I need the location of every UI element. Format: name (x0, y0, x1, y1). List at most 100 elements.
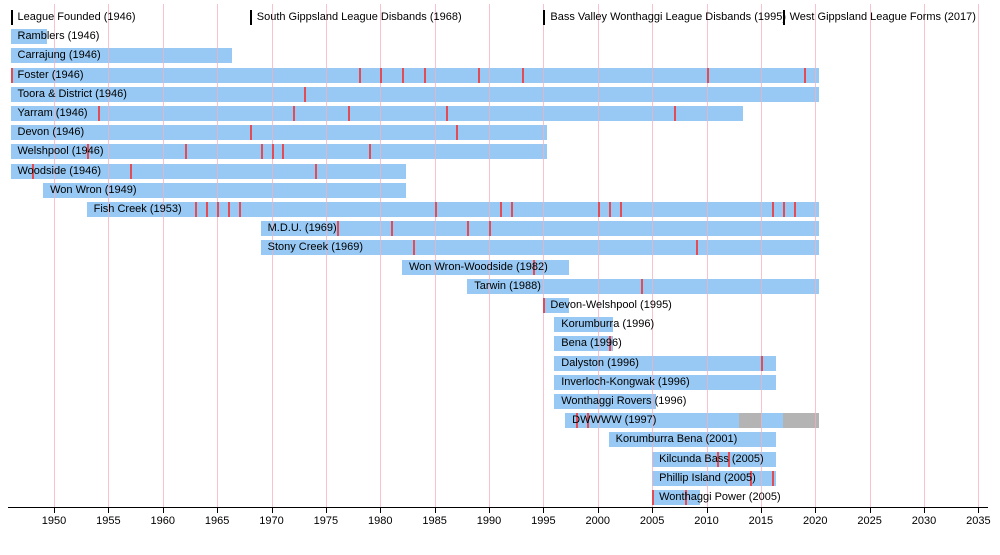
club-bar (10, 29, 48, 45)
premiership-tick (423, 67, 426, 83)
premiership-tick (750, 470, 752, 486)
x-axis-tick (108, 508, 110, 513)
x-axis-tick-label: 2005 (639, 515, 665, 527)
x-axis-tick (380, 508, 382, 513)
premiership-tick (434, 202, 437, 217)
premiership-tick (130, 163, 133, 179)
club-bar (260, 240, 820, 256)
club-label: Yarram (1946) (17, 107, 88, 119)
club-label: Korumburra Bena (2001) (615, 433, 738, 446)
gridline-1990 (489, 4, 490, 507)
gridline-1980 (380, 4, 382, 507)
premiership-tick (478, 67, 481, 83)
club-label: M.D.U. (1969) (267, 222, 337, 235)
premiership-tick (793, 202, 796, 217)
club-bar-recess-segment (782, 413, 820, 429)
club-label: Stony Creek (1969) (267, 241, 364, 254)
x-axis-tick (652, 508, 654, 513)
club-label: Tarwin (1988) (474, 279, 541, 292)
x-axis-tick (815, 508, 817, 513)
x-axis-tick (325, 508, 327, 513)
premiership-tick (608, 336, 611, 352)
x-axis-tick (271, 508, 273, 513)
gridline-2000 (597, 4, 599, 507)
x-axis-tick (597, 508, 599, 513)
premiership-tick (10, 67, 13, 83)
gridline-2015 (760, 4, 762, 507)
club-bar (652, 451, 776, 467)
premiership-tick (315, 163, 317, 179)
club-bar (652, 490, 700, 505)
club-bar (43, 182, 406, 198)
x-axis-tick-label: 1990 (476, 515, 502, 527)
premiership-tick (347, 106, 350, 121)
x-axis-tick (162, 508, 164, 513)
premiership-tick (97, 106, 100, 121)
premiership-tick (445, 106, 448, 121)
premiership-tick (652, 490, 655, 505)
premiership-tick (206, 202, 209, 217)
x-axis-tick-label: 1960 (150, 515, 175, 527)
milestone-label: League Founded (1946) (17, 11, 136, 23)
club-label: Toora & District (1946) (17, 87, 127, 100)
x-axis-tick (489, 508, 490, 513)
gridline-2020 (815, 4, 817, 507)
gridline-1995 (543, 4, 545, 507)
premiership-tick (195, 202, 198, 217)
premiership-tick (717, 451, 720, 467)
x-axis-tick-label: 2030 (911, 515, 937, 527)
premiership-tick (771, 470, 774, 486)
premiership-tick (510, 202, 513, 217)
gridline-1960 (162, 4, 164, 507)
club-bar (10, 106, 744, 121)
premiership-tick (608, 202, 611, 217)
x-axis-tick (924, 508, 925, 513)
x-axis-tick (217, 508, 219, 513)
premiership-tick (184, 144, 187, 160)
premiership-tick (728, 451, 731, 467)
club-bar-recess-segment (739, 413, 761, 429)
premiership-tick (684, 490, 687, 505)
club-bar (10, 125, 548, 141)
x-axis-tick (869, 508, 871, 513)
club-label: Won Wron (1949) (50, 183, 137, 196)
premiership-tick (380, 67, 383, 83)
premiership-tick (532, 259, 535, 275)
club-bar (10, 144, 548, 160)
milestone-marker (249, 10, 252, 25)
gridline-2005 (652, 4, 654, 507)
club-label: Woodside (1946) (17, 164, 102, 177)
club-bar (402, 259, 570, 275)
club-label: Welshpool (1946) (17, 145, 104, 158)
premiership-tick (673, 106, 676, 121)
gridline-2025 (869, 4, 871, 507)
x-axis-tick-label: 1995 (531, 515, 556, 527)
gridline-1970 (271, 4, 273, 507)
gridline-2030 (924, 4, 925, 507)
premiership-tick (499, 202, 502, 217)
x-axis-tick-label: 1965 (204, 515, 230, 527)
x-axis-tick-label: 2000 (585, 515, 610, 527)
club-bar (543, 298, 570, 313)
premiership-tick (706, 67, 709, 83)
club-label: Inverloch-Kongwak (1996) (561, 375, 690, 388)
x-axis-tick-label: 2035 (966, 515, 991, 527)
milestone-label: South Gippsland League Disbands (1968) (256, 11, 462, 23)
gridline-1955 (108, 4, 110, 507)
milestone-marker (10, 10, 13, 25)
premiership-tick (619, 202, 622, 217)
club-bar (608, 432, 776, 448)
milestone-label: Bass Valley Wonthaggi League Disbands (1… (550, 11, 787, 23)
premiership-tick (293, 106, 296, 121)
gridline-1985 (434, 4, 436, 507)
premiership-tick (86, 144, 89, 160)
club-label: Fish Creek (1953) (93, 203, 182, 215)
premiership-tick (304, 86, 307, 102)
premiership-tick (804, 67, 807, 83)
club-label: Devon-Welshpool (1995) (550, 299, 672, 311)
club-bar (554, 394, 657, 409)
premiership-tick (771, 202, 774, 217)
premiership-tick (336, 221, 339, 237)
x-axis-tick-label: 1985 (422, 515, 447, 527)
